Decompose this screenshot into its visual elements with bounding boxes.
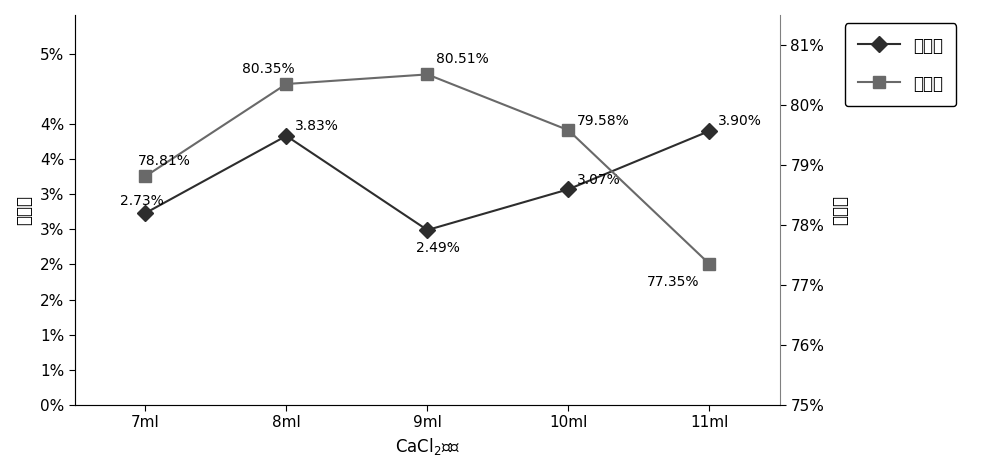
失水率 [562, 186, 574, 192]
Text: 77.35%: 77.35% [647, 275, 699, 289]
Text: 3.83%: 3.83% [295, 119, 339, 133]
失水率 [421, 227, 433, 233]
含水率 [562, 127, 574, 133]
含水率 [703, 261, 715, 267]
Text: 80.35%: 80.35% [242, 62, 294, 76]
Text: 3.07%: 3.07% [577, 173, 621, 187]
Legend: 失水率, 含水率: 失水率, 含水率 [845, 23, 956, 106]
含水率 [280, 81, 292, 87]
Line: 含水率: 含水率 [140, 69, 715, 270]
失水率 [280, 133, 292, 139]
含水率 [139, 174, 151, 179]
X-axis label: CaCl$_2$用量: CaCl$_2$用量 [395, 436, 460, 457]
含水率 [421, 72, 433, 77]
Text: 78.81%: 78.81% [138, 154, 191, 169]
Y-axis label: 含水率: 含水率 [831, 195, 849, 225]
Text: 80.51%: 80.51% [436, 52, 488, 66]
Line: 失水率: 失水率 [140, 126, 715, 236]
Y-axis label: 失水率: 失水率 [15, 195, 33, 225]
Text: 2.73%: 2.73% [120, 194, 164, 208]
失水率 [703, 128, 715, 134]
Text: 2.49%: 2.49% [416, 241, 460, 255]
Text: 79.58%: 79.58% [577, 114, 630, 127]
Text: 3.90%: 3.90% [718, 114, 762, 128]
失水率 [139, 211, 151, 216]
